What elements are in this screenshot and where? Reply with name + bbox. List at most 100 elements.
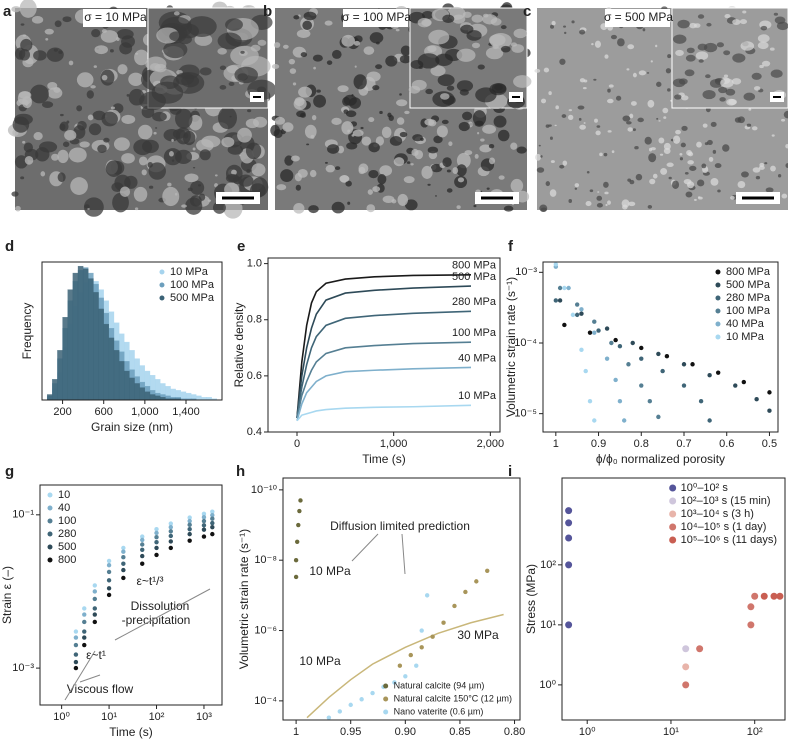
sem-grain: [101, 74, 108, 81]
data-point: [210, 531, 215, 537]
data-point: [201, 527, 207, 532]
sem-grain: [100, 30, 119, 43]
y-tick-label: 10⁻¹⁰: [251, 484, 278, 496]
sem-grain: [148, 185, 154, 189]
sem-grain: [675, 49, 684, 57]
panel-letter: c: [523, 3, 531, 20]
sem-grain: [462, 111, 473, 121]
sem-grain: [331, 201, 345, 214]
sem-grain: [610, 34, 617, 40]
x-axis-title: Time (s): [362, 452, 406, 466]
panel-letter: i: [508, 463, 512, 480]
sem-grain: [456, 205, 461, 210]
data-point: [201, 515, 207, 520]
sem-grain: [582, 87, 587, 90]
sem-grain: [634, 146, 639, 150]
y-tick-label: 0.6: [247, 370, 262, 382]
x-tick-label: 10⁰: [579, 726, 596, 738]
sem-grain: [687, 160, 694, 165]
series-line: [296, 285, 472, 419]
sem-grain: [646, 72, 650, 74]
sem-grain: [435, 53, 453, 66]
sem-grain: [559, 58, 566, 65]
sem-grain: [583, 122, 586, 124]
legend-marker: [383, 696, 389, 702]
annotation: Diffusion limited prediction: [330, 519, 470, 533]
data-point: [767, 408, 772, 413]
legend-marker: [159, 269, 165, 275]
sem-grain: [217, 47, 227, 55]
data-point: [370, 690, 375, 696]
annotation: Dissolution: [131, 599, 190, 613]
legend-label: 280: [58, 528, 76, 540]
data-point: [621, 418, 627, 423]
data-point: [92, 589, 97, 594]
legend-marker: [715, 321, 721, 327]
sem-grain: [313, 66, 316, 70]
sem-grain: [385, 55, 398, 67]
sem-grain: [545, 124, 550, 128]
sem-grain: [41, 101, 54, 109]
sem-grain: [311, 115, 317, 121]
sem-grain: [22, 96, 33, 109]
legend-marker: [715, 308, 721, 314]
sem-grain: [35, 147, 50, 162]
data-point: [92, 619, 97, 625]
sem-grain: [201, 135, 221, 148]
sem-grain: [457, 177, 465, 183]
data-point: [298, 498, 303, 503]
sem-grain: [595, 130, 601, 136]
sem-grain: [181, 204, 187, 208]
sem-grain: [551, 20, 556, 26]
histogram-bar: [124, 370, 130, 400]
y-axis-title: Volumetric strain rate (s⁻¹): [237, 529, 251, 669]
legend-label: 10³–10⁴ s (3 h): [681, 508, 754, 520]
sem-grain: [638, 70, 647, 76]
sem-grain: [46, 47, 64, 62]
sem-grain: [702, 89, 716, 100]
sem-grain: [672, 135, 681, 144]
legend-marker: [159, 282, 165, 288]
sem-grain: [273, 129, 283, 139]
sem-grain: [214, 174, 218, 177]
sem-grain: [462, 11, 472, 18]
x-axis-title: ϕ/ϕ₀ normalized porosity: [596, 452, 725, 466]
sem-grain: [345, 110, 357, 118]
data-point: [604, 326, 610, 331]
sem-grain: [579, 124, 586, 130]
histogram-bar: [108, 337, 115, 400]
legend-marker: [669, 536, 677, 544]
sem-grain: [148, 162, 166, 180]
sem-grain: [280, 169, 294, 183]
data-point: [441, 620, 446, 625]
sem-grain: [271, 63, 280, 69]
sem-grain: [430, 163, 443, 173]
data-point: [579, 307, 584, 312]
data-point: [293, 557, 299, 563]
legend-marker: [47, 492, 53, 498]
sem-grain: [100, 69, 115, 86]
sem-grain: [493, 115, 507, 128]
sem-grain: [33, 50, 47, 61]
sem-grain: [331, 117, 342, 125]
data-point: [424, 593, 430, 598]
plot-frame: [39, 484, 223, 706]
legend-label: 10 MPa: [726, 331, 765, 343]
sem-grain: [652, 173, 658, 179]
sem-grain: [632, 128, 637, 132]
label-bg: [605, 9, 670, 27]
sem-grain: [199, 67, 212, 76]
sem-grain: [760, 25, 768, 31]
sem-grain: [437, 74, 455, 87]
sem-grain: [79, 141, 90, 148]
sem-grain: [425, 88, 434, 95]
sem-grain: [720, 78, 734, 88]
sem-grain: [411, 148, 419, 156]
marks: [565, 507, 784, 689]
sem-grain: [339, 175, 350, 183]
sem-grain: [58, 50, 63, 54]
sem-grain: [697, 196, 701, 199]
data-point: [656, 351, 661, 357]
sem-grain: [240, 50, 245, 54]
sem-grain: [134, 49, 149, 66]
